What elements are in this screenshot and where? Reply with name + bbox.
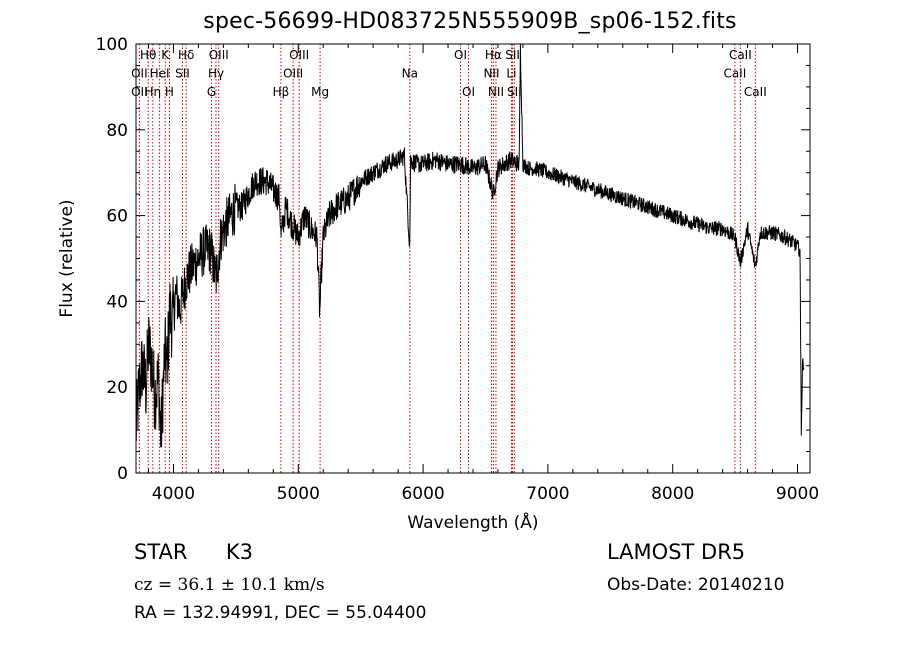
marker-label: NII — [488, 85, 504, 99]
marker-label: OII — [131, 85, 148, 99]
object-subclass: K3 — [225, 540, 254, 564]
x-tick-label: 9000 — [776, 484, 819, 504]
marker-label: Hδ — [178, 48, 194, 62]
x-tick-label: 5000 — [277, 484, 320, 504]
marker-label: HeI — [150, 67, 170, 81]
marker-label: CaII — [744, 85, 767, 99]
marker-label: G — [207, 85, 216, 99]
x-tick-label: 8000 — [651, 484, 694, 504]
y-tick-label: 40 — [106, 292, 128, 312]
object-class: STAR — [134, 540, 188, 564]
marker-label: CaII — [729, 48, 752, 62]
marker-label: SII — [507, 85, 522, 99]
marker-label: Mg — [311, 85, 329, 99]
marker-label: Hγ — [208, 67, 224, 81]
x-tick-label: 4000 — [152, 484, 195, 504]
marker-label: H — [165, 85, 174, 99]
coordinates: RA = 132.94991, DEC = 55.04400 — [134, 603, 427, 623]
marker-label: OIII — [283, 67, 303, 81]
y-axis-label: Flux (relative) — [57, 199, 77, 317]
x-tick-label: 6000 — [401, 484, 444, 504]
marker-label: OII — [131, 67, 148, 81]
y-tick-label: 20 — [106, 378, 128, 398]
y-tick-label: 0 — [117, 464, 128, 484]
survey-name: LAMOST DR5 — [607, 540, 746, 564]
marker-label: NII — [483, 67, 499, 81]
marker-label: OIII — [289, 48, 309, 62]
spectral-line-markers — [138, 44, 756, 473]
plot-frame — [135, 43, 811, 474]
axes: 4000 5000 6000 7000 8000 9000 0 20 40 60 80 100 — [96, 35, 820, 504]
marker-label: Hη — [145, 85, 162, 99]
redshift-velocity: cz = 36.1 ± 10.1 km/s — [134, 575, 325, 595]
chart-title: spec-56699-HD083725N555909B_sp06-152.fit… — [203, 9, 737, 34]
y-tick-label: 100 — [96, 35, 128, 55]
observation-date: Obs-Date: 20140210 — [607, 575, 785, 595]
marker-label: Na — [402, 67, 418, 81]
marker-label: Hβ — [273, 85, 290, 99]
x-tick-label: 7000 — [526, 484, 569, 504]
marker-label: OI — [454, 48, 467, 62]
y-tick-label: 60 — [106, 207, 128, 227]
y-tick-label: 80 — [106, 121, 128, 141]
x-axis-label: Wavelength (Å) — [407, 511, 538, 533]
marker-label: SII — [505, 48, 520, 62]
marker-label: Hα — [485, 48, 502, 62]
marker-label: K — [161, 48, 170, 62]
marker-label: OIII — [209, 48, 229, 62]
marker-label: CaII — [723, 67, 746, 81]
spectrum-line — [135, 43, 805, 448]
spectrum-series — [135, 43, 805, 448]
marker-label: Li — [506, 67, 516, 81]
marker-label: SII — [175, 67, 190, 81]
marker-label: OI — [462, 85, 475, 99]
marker-label: Hθ — [140, 48, 156, 62]
object-classification: STAR K3 — [134, 540, 253, 564]
